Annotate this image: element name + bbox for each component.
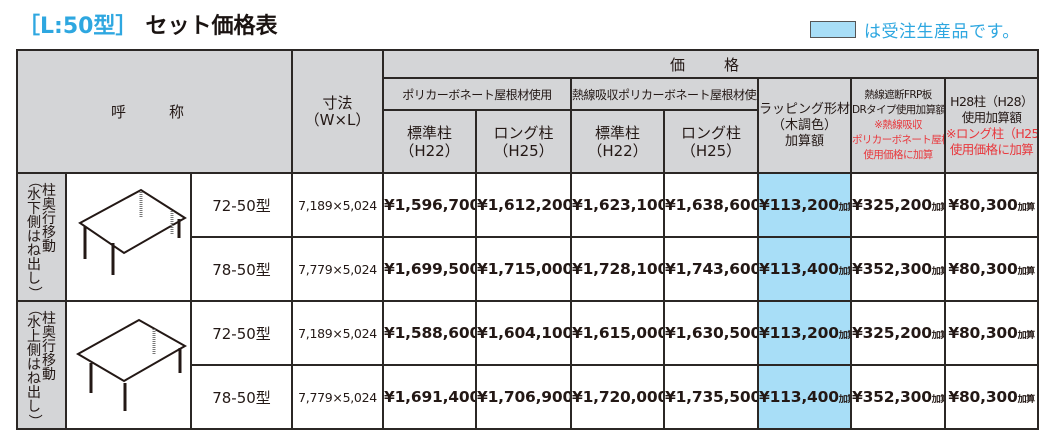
header-sub-line2: （H25） [680, 141, 742, 160]
price-heat-standard: ¥1,720,000 [570, 364, 665, 430]
header-sub-line2: （H22） [399, 141, 460, 160]
price-heat-standard: ¥1,623,100 [570, 172, 665, 238]
order-made-swatch [810, 21, 856, 38]
header-sub-line1: ロング柱 [680, 123, 741, 142]
carport-frame-icon [78, 188, 187, 275]
price-poly-long: ¥1,706,900 [475, 364, 572, 430]
price-heat-standard: ¥1,615,000 [570, 300, 665, 366]
header-h28-note1: ※ロング柱（H25） [946, 125, 1036, 141]
price-poly-standard: ¥1,691,400 [382, 364, 477, 430]
price-poly-standard: ¥1,699,500 [382, 236, 477, 302]
carport-diagram-lower [65, 172, 192, 302]
header-h28-note2: 使用価格に加算 [949, 141, 1034, 157]
table-row: 柱奥行移動 （水上側はね出し） 72-50型 7,189×5,024 ¥1,58… [16, 300, 1039, 430]
header-sub-line1: 標準柱 [594, 123, 640, 142]
group-label-sub: （水上側はね出し） [26, 302, 42, 428]
header-poly-long: ロング柱 （H25） [475, 109, 572, 174]
header-frp-note1: ※熱線吸収 [874, 119, 922, 131]
price-poly-long: ¥1,715,000 [475, 236, 572, 302]
price-frp-add: ¥352,300加算 [850, 364, 946, 430]
title-text: セット価格表 [145, 14, 278, 39]
header-wrapping-line2: （木調色） [771, 117, 837, 133]
header-frp-note3: 使用価格に加算 [863, 149, 933, 161]
legend-text: は受注生産品です。 [864, 22, 1020, 42]
header-h28: H28柱（H28） 使用加算額 ※ロング柱（H25） 使用価格に加算 [944, 77, 1039, 174]
header-frp: 熱線遮断FRP板 DRタイプ使用加算額 ※熱線吸収 ポリカーボネート屋根材 使用… [850, 77, 946, 174]
price-heat-long: ¥1,735,500 [663, 364, 759, 430]
header-dimension-label: 寸法 [322, 93, 353, 112]
price-frp-add: ¥325,200加算 [850, 172, 946, 238]
header-frp-line1: 熱線遮断FRP板 [864, 89, 932, 101]
group-label-main: 柱奥行移動 [42, 311, 56, 383]
model-name: 72-50型 [190, 300, 293, 366]
model-code: ［L:50型］ [18, 14, 138, 39]
carport-frame-icon [75, 318, 188, 411]
price-wrapping-add: ¥113,400加算 [757, 236, 852, 302]
price-wrapping-add: ¥113,400加算 [757, 364, 852, 430]
header-sub-line1: 標準柱 [406, 123, 452, 142]
header-heat-standard: 標準柱 （H22） [570, 109, 665, 174]
header-frp-note2: ポリカーボネート屋根材 [852, 134, 943, 146]
header-sub-line1: ロング柱 [493, 123, 554, 142]
price-heat-long: ¥1,638,600 [663, 172, 759, 238]
price-h28-add: ¥80,300加算 [944, 236, 1039, 302]
model-name: 78-50型 [190, 364, 293, 430]
legend: は受注生産品です。 [810, 17, 1020, 42]
carport-diagram-upper [65, 300, 192, 430]
header-sub-line2: （H22） [587, 141, 648, 160]
price-wrapping-add: ¥113,200加算 [757, 172, 852, 238]
price-h28-add: ¥80,300加算 [944, 364, 1039, 430]
price-poly-standard: ¥1,588,600 [382, 300, 477, 366]
header-heat-long: ロング柱 （H25） [663, 109, 759, 174]
dimension: 7,779×5,024 [291, 236, 384, 302]
price-frp-add: ¥325,200加算 [850, 300, 946, 366]
price-heat-long: ¥1,743,600 [663, 236, 759, 302]
header-h28-line2: 使用加算額 [961, 109, 1022, 125]
dimension: 7,779×5,024 [291, 364, 384, 430]
header-wrapping: ラッピング形材色 （木調色） 加算額 [757, 77, 852, 174]
dimension: 7,189×5,024 [291, 300, 384, 366]
model-name: 72-50型 [190, 172, 293, 238]
header-group-heat-absorbing: 熱線吸収ポリカーボネート屋根材使用 [570, 77, 759, 111]
dimension: 7,189×5,024 [291, 172, 384, 238]
header-sub-line2: （H25） [493, 141, 554, 160]
table-row: 柱奥行移動 （水下側はね出し） 72-50型 7,189×5,024 ¥1,59… [16, 172, 1039, 302]
price-poly-standard: ¥1,596,700 [382, 172, 477, 238]
page-title: ［L:50型］ セット価格表 [18, 8, 277, 40]
header-frp-line2: DRタイプ使用加算額 [852, 104, 945, 116]
header-dimension-unit: （W×L） [304, 110, 371, 129]
group-label-water-upper: 柱奥行移動 （水上側はね出し） [16, 300, 67, 430]
group-label-main: 柱奥行移動 [42, 183, 56, 255]
group-label-sub: （水下側はね出し） [26, 174, 42, 300]
price-h28-add: ¥80,300加算 [944, 172, 1039, 238]
header-wrapping-line3: 加算額 [784, 133, 824, 149]
header-wrapping-line1: ラッピング形材色 [759, 101, 851, 117]
header-h28-line1: H28柱（H28） [950, 93, 1033, 109]
table-row: 78-50型 7,779×5,024 ¥1,699,500 ¥1,715,000… [17, 236, 1039, 302]
price-heat-long: ¥1,630,500 [663, 300, 759, 366]
price-poly-long: ¥1,604,100 [475, 300, 572, 366]
header-dimension: 寸法 （W×L） [291, 49, 384, 174]
group-label-water-lower: 柱奥行移動 （水下側はね出し） [16, 172, 67, 302]
header-poly-standard: 標準柱 （H22） [382, 109, 477, 174]
price-h28-add: ¥80,300加算 [944, 300, 1039, 366]
header-name: 呼 称 [16, 49, 293, 174]
price-wrapping-add: ¥113,200加算 [757, 300, 852, 366]
price-frp-add: ¥352,300加算 [850, 236, 946, 302]
price-heat-standard: ¥1,728,100 [570, 236, 665, 302]
price-poly-long: ¥1,612,200 [475, 172, 572, 238]
header-group-polycarbonate: ポリカーボネート屋根材使用 [382, 77, 572, 111]
model-name: 78-50型 [190, 236, 293, 302]
header-price: 価 格 [382, 49, 1039, 79]
price-table: 呼 称 寸法 （W×L） 価 格 ポリカーボネート屋根材使用 熱線吸収ポリカーボ… [16, 49, 1039, 430]
